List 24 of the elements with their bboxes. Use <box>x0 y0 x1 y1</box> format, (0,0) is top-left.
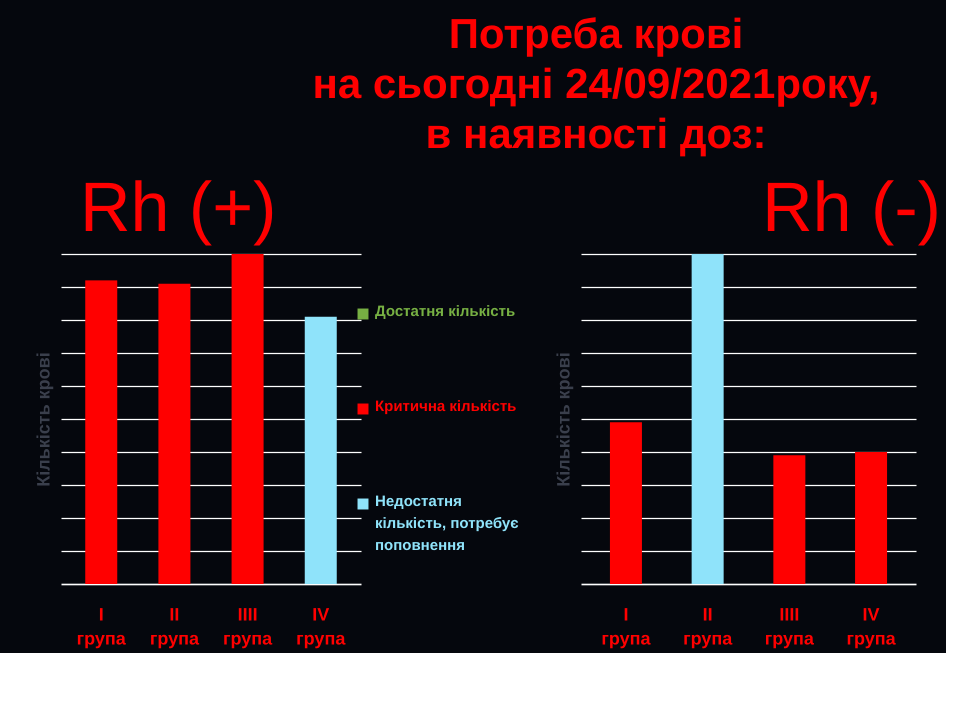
x-tick-label: IV група <box>846 604 897 648</box>
x-tick-label: II група <box>150 604 200 648</box>
legend-label: Недостатня кількість, потребує поповнення <box>375 493 519 554</box>
text: Потреба крові на сьогодні 24/09/2021року, в наявності доз: <box>312 10 880 157</box>
x-tick-label: IV група <box>296 604 346 648</box>
x-tick-label: I група <box>601 604 652 648</box>
legend-label: Критична кількість <box>375 398 516 415</box>
bar <box>304 316 337 584</box>
legend-label: Достатня кількість <box>375 303 516 320</box>
y-axis-title: Кількість крові <box>554 352 574 487</box>
bar <box>773 455 806 584</box>
chart-title: Rh (-) <box>762 168 941 246</box>
bar <box>692 254 724 584</box>
bar <box>232 254 264 584</box>
x-tick-label: IIII група <box>764 604 815 648</box>
y-axis-title: Кількість крові <box>34 352 54 487</box>
bar <box>85 280 118 584</box>
bar <box>158 284 190 584</box>
bar <box>610 422 642 584</box>
x-tick-label: II група <box>683 604 734 648</box>
x-tick-label: IIII група <box>223 604 274 648</box>
chart-title: Rh (+) <box>80 168 276 246</box>
bar <box>855 452 888 584</box>
x-tick-label: I група <box>76 604 127 648</box>
